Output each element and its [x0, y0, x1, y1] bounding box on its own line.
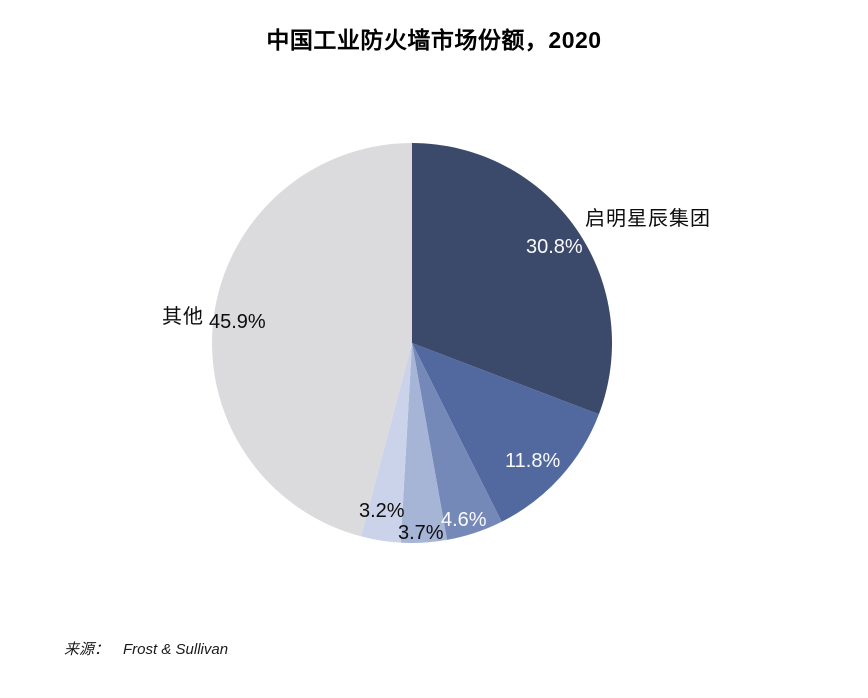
pie-slice-5	[212, 143, 412, 537]
value-label-3-7: 3.7%	[398, 522, 444, 544]
source-text: Frost & Sullivan	[123, 641, 229, 658]
value-label-3-2: 3.2%	[359, 500, 405, 522]
slice-label-qimingxingchen: 启明星辰集团	[585, 208, 711, 230]
pie-slice-1	[412, 343, 599, 522]
source-prefix: 来源：	[64, 641, 110, 658]
value-label-45-9: 45.9%	[209, 311, 266, 333]
source-note: 来源： Frost & Sullivan	[64, 638, 228, 659]
value-label-30-8: 30.8%	[526, 236, 583, 258]
pie-slice-3	[400, 343, 447, 543]
slice-label-other: 其他	[162, 306, 204, 328]
pie-slice-0	[412, 143, 612, 415]
value-label-11-8: 11.8%	[505, 450, 561, 472]
pie-slice-4	[361, 343, 412, 543]
pie-svg	[212, 143, 612, 543]
pie-slice-2	[412, 343, 502, 540]
value-label-4-6: 4.6%	[441, 509, 487, 531]
chart-title: 中国工业防火墙市场份额，2020	[266, 27, 602, 53]
pie-chart	[212, 143, 612, 543]
